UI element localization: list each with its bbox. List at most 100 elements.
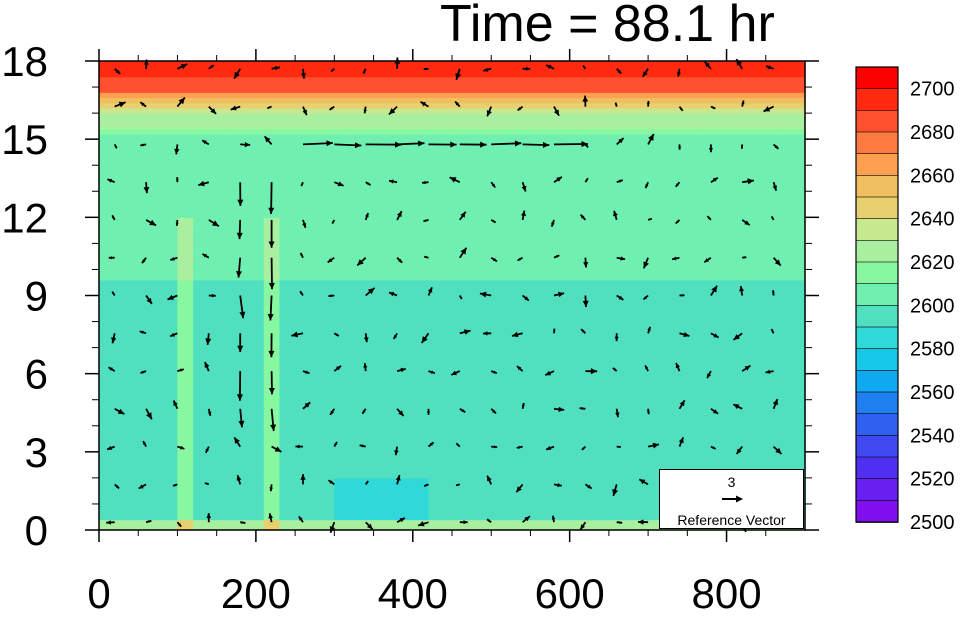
field-cell xyxy=(106,389,116,396)
field-cell xyxy=(287,232,296,239)
field-cell xyxy=(389,410,398,416)
field-cell xyxy=(146,222,155,229)
field-cell xyxy=(459,118,469,125)
field-cell xyxy=(514,425,524,432)
field-cell xyxy=(169,290,179,297)
field-cell xyxy=(444,446,453,453)
field-cell xyxy=(295,321,304,328)
field-cell xyxy=(114,61,124,67)
field-cell xyxy=(483,462,492,469)
field-cell xyxy=(514,269,524,276)
field-cell xyxy=(444,238,453,244)
field-cell xyxy=(357,97,367,104)
field-cell xyxy=(200,264,210,271)
field-cell xyxy=(522,71,532,78)
field-cell xyxy=(318,227,328,234)
field-cell xyxy=(193,107,202,114)
field-cell xyxy=(310,326,320,333)
field-cell xyxy=(318,415,328,422)
field-cell xyxy=(185,160,194,166)
field-cell xyxy=(224,227,233,234)
field-cell xyxy=(436,420,445,427)
field-cell xyxy=(232,238,241,244)
field-cell xyxy=(444,107,453,114)
field-cell xyxy=(106,363,116,370)
field-cell xyxy=(412,436,422,443)
field-cell xyxy=(475,61,484,67)
field-cell xyxy=(106,509,116,515)
field-cell xyxy=(467,524,477,531)
field-cell xyxy=(185,300,194,307)
field-cell xyxy=(365,305,375,312)
field-cell xyxy=(522,217,532,224)
field-cell xyxy=(373,378,382,385)
field-cell xyxy=(200,331,210,338)
field-cell xyxy=(302,519,312,526)
field-cell xyxy=(467,165,477,172)
field-cell xyxy=(436,102,445,109)
field-cell xyxy=(208,196,218,203)
field-cell xyxy=(506,436,516,443)
field-cell xyxy=(122,92,131,99)
field-cell xyxy=(506,337,516,343)
field-cell xyxy=(216,154,226,161)
field-cell xyxy=(185,358,194,364)
field-cell xyxy=(381,305,390,312)
field-cell xyxy=(130,363,139,370)
field-cell xyxy=(365,222,375,229)
field-cell xyxy=(279,128,288,135)
field-cell xyxy=(436,305,445,312)
field-cell xyxy=(499,415,508,422)
field-cell xyxy=(169,498,179,505)
field-cell xyxy=(232,399,241,406)
field-cell xyxy=(302,144,312,151)
field-cell xyxy=(459,269,469,276)
field-cell xyxy=(208,191,218,198)
field-cell xyxy=(381,149,390,156)
field-cell xyxy=(357,430,367,437)
field-cell xyxy=(138,227,147,234)
field-cell xyxy=(357,81,367,88)
field-cell xyxy=(310,498,320,505)
field-cell xyxy=(530,285,539,291)
field-cell xyxy=(287,269,296,276)
field-cell xyxy=(295,467,304,474)
field-cell xyxy=(248,165,257,172)
field-cell xyxy=(334,71,343,78)
field-cell xyxy=(506,201,516,208)
field-cell xyxy=(216,279,226,286)
field-cell xyxy=(428,311,437,317)
field-cell xyxy=(357,295,367,302)
field-cell xyxy=(326,81,335,88)
field-cell xyxy=(318,457,328,463)
field-cell xyxy=(255,232,265,239)
field-cell xyxy=(522,477,532,484)
field-cell xyxy=(185,92,194,99)
field-cell xyxy=(514,394,524,401)
field-cell xyxy=(302,399,312,406)
field-cell xyxy=(365,113,375,119)
field-cell xyxy=(302,451,312,458)
field-cell xyxy=(295,498,304,505)
field-cell xyxy=(248,410,257,416)
field-cell xyxy=(310,253,320,260)
field-cell xyxy=(208,436,218,443)
field-cell xyxy=(248,389,257,396)
field-cell xyxy=(514,305,524,312)
field-cell xyxy=(404,97,414,104)
field-cell xyxy=(255,410,265,416)
field-cell xyxy=(475,128,484,135)
field-cell xyxy=(185,451,194,458)
field-cell xyxy=(444,81,453,88)
field-cell xyxy=(106,331,116,338)
field-cell xyxy=(381,160,390,166)
field-cell xyxy=(397,326,406,333)
field-cell xyxy=(389,399,398,406)
field-cell xyxy=(420,384,430,390)
field-cell xyxy=(452,410,461,416)
field-cell xyxy=(350,467,359,474)
field-cell xyxy=(208,113,218,119)
field-cell xyxy=(404,165,414,172)
field-cell xyxy=(99,477,108,484)
